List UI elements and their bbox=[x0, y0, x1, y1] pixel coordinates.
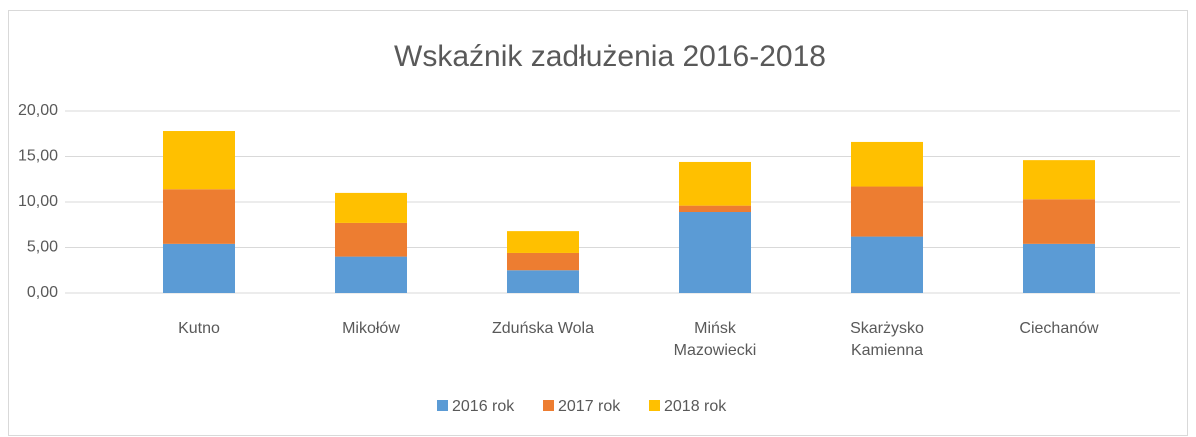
legend-label: 2016 rok bbox=[452, 398, 515, 415]
bar-segment bbox=[507, 252, 579, 271]
bar-segment bbox=[1023, 160, 1095, 200]
bar-segment bbox=[1023, 199, 1095, 244]
y-tick-label: 15,00 bbox=[18, 148, 58, 165]
y-tick-label: 20,00 bbox=[18, 102, 58, 119]
legend-swatch bbox=[437, 400, 448, 411]
bar-segment bbox=[851, 186, 923, 237]
bar-segment bbox=[163, 243, 235, 293]
bar-segment bbox=[335, 256, 407, 293]
bar-segment bbox=[163, 131, 235, 190]
x-tick-label: Skarżysko Kamienna bbox=[850, 320, 924, 359]
bar-segment bbox=[851, 236, 923, 293]
x-tick-label: Kutno bbox=[178, 320, 220, 337]
x-tick-label: Mikołów bbox=[342, 320, 400, 337]
bar-segment bbox=[679, 205, 751, 213]
y-tick-label: 5,00 bbox=[27, 239, 58, 256]
x-tick-label: Mińsk Mazowiecki bbox=[673, 320, 757, 359]
bar-segment bbox=[335, 222, 407, 257]
legend-swatch bbox=[649, 400, 660, 411]
bar-segment bbox=[679, 161, 751, 206]
bar-segment bbox=[851, 141, 923, 187]
bar-segment bbox=[335, 192, 407, 223]
bar-segment bbox=[507, 270, 579, 293]
legend-label: 2018 rok bbox=[664, 398, 727, 415]
bar-segment bbox=[1023, 243, 1095, 293]
bar-segment bbox=[163, 189, 235, 244]
bar-segment bbox=[507, 231, 579, 253]
chart-title: Wskaźnik zadłużenia 2016-2018 bbox=[394, 40, 826, 73]
bar-segment bbox=[679, 212, 751, 293]
legend-label: 2017 rok bbox=[558, 398, 621, 415]
x-tick-label: Ciechanów bbox=[1019, 320, 1099, 337]
y-tick-label: 0,00 bbox=[27, 284, 58, 301]
legend-swatch bbox=[543, 400, 554, 411]
y-tick-label: 10,00 bbox=[18, 193, 58, 210]
x-tick-label: Zduńska Wola bbox=[492, 320, 594, 337]
